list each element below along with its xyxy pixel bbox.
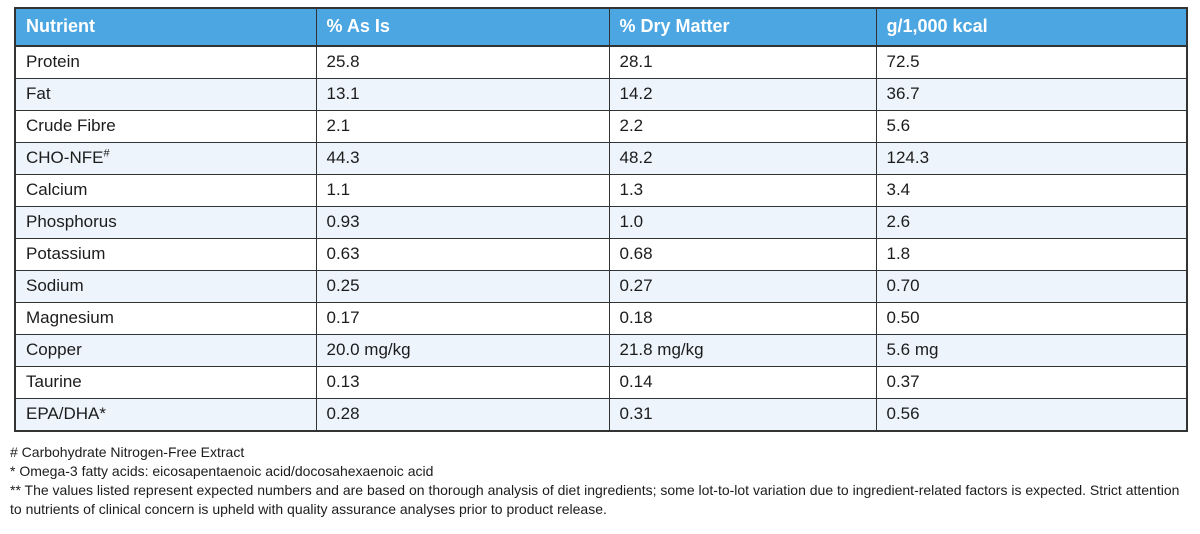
table-row: Taurine 0.13 0.14 0.37 [14, 366, 1188, 399]
table-row: Phosphorus 0.93 1.0 2.6 [14, 206, 1188, 239]
as-is-cell: 0.93 [315, 206, 610, 239]
table-row: Protein 25.8 28.1 72.5 [14, 45, 1188, 79]
g-per-1000-kcal-cell: 0.37 [875, 366, 1188, 399]
nutrient-cell: Crude Fibre [14, 110, 317, 143]
dry-matter-cell: 28.1 [608, 45, 877, 79]
g-per-1000-kcal-cell: 72.5 [875, 45, 1188, 79]
footnote-carbohydrate: # Carbohydrate Nitrogen-Free Extract [10, 444, 245, 460]
g-per-1000-kcal-cell: 0.50 [875, 302, 1188, 335]
as-is-cell: 20.0 mg/kg [315, 334, 610, 367]
nutrient-cell: CHO-NFE# [14, 142, 317, 175]
as-is-cell: 0.17 [315, 302, 610, 335]
table-row: Fat 13.1 14.2 36.7 [14, 78, 1188, 111]
table-row: Copper 20.0 mg/kg 21.8 mg/kg 5.6 mg [14, 334, 1188, 367]
nutrient-label: Taurine [26, 372, 82, 391]
as-is-cell: 0.28 [315, 398, 610, 432]
g-per-1000-kcal-cell: 124.3 [875, 142, 1188, 175]
g-per-1000-kcal-cell: 5.6 [875, 110, 1188, 143]
table-row: Calcium 1.1 1.3 3.4 [14, 174, 1188, 207]
as-is-cell: 0.13 [315, 366, 610, 399]
table-row: Crude Fibre 2.1 2.2 5.6 [14, 110, 1188, 143]
as-is-cell: 13.1 [315, 78, 610, 111]
footnote-marker: # [103, 147, 110, 160]
g-per-1000-kcal-cell: 36.7 [875, 78, 1188, 111]
dry-matter-cell: 14.2 [608, 78, 877, 111]
nutrient-label: Protein [26, 52, 80, 71]
column-header-g-per-1000-kcal: g/1,000 kcal [875, 7, 1188, 47]
as-is-cell: 2.1 [315, 110, 610, 143]
as-is-cell: 1.1 [315, 174, 610, 207]
nutrient-cell: Taurine [14, 366, 317, 399]
dry-matter-cell: 1.0 [608, 206, 877, 239]
nutrient-cell: Phosphorus [14, 206, 317, 239]
dry-matter-cell: 0.68 [608, 238, 877, 271]
g-per-1000-kcal-cell: 5.6 mg [875, 334, 1188, 367]
footnote-expected-values: ** The values listed represent expected … [10, 482, 1180, 517]
nutrient-cell: Sodium [14, 270, 317, 303]
nutrient-label: Calcium [26, 180, 88, 199]
table-row: CHO-NFE# 44.3 48.2 124.3 [14, 142, 1188, 175]
dry-matter-cell: 2.2 [608, 110, 877, 143]
g-per-1000-kcal-cell: 0.70 [875, 270, 1188, 303]
nutrient-label: Fat [26, 84, 51, 103]
column-header-dry-matter: % Dry Matter [608, 7, 877, 47]
nutrient-label: Magnesium [26, 308, 114, 327]
column-header-as-is: % As Is [315, 7, 610, 47]
table-row: Sodium 0.25 0.27 0.70 [14, 270, 1188, 303]
nutrient-label: Sodium [26, 276, 84, 295]
table-row: Magnesium 0.17 0.18 0.50 [14, 302, 1188, 335]
g-per-1000-kcal-cell: 3.4 [875, 174, 1188, 207]
nutrient-cell: EPA/DHA* [14, 398, 317, 432]
nutrient-cell: Copper [14, 334, 317, 367]
g-per-1000-kcal-cell: 2.6 [875, 206, 1188, 239]
table-row: Potassium 0.63 0.68 1.8 [14, 238, 1188, 271]
nutrient-cell: Fat [14, 78, 317, 111]
table-header-row: Nutrient % As Is % Dry Matter g/1,000 kc… [14, 7, 1188, 47]
nutrient-cell: Magnesium [14, 302, 317, 335]
as-is-cell: 0.25 [315, 270, 610, 303]
nutrient-label: EPA/DHA* [26, 404, 106, 423]
dry-matter-cell: 0.27 [608, 270, 877, 303]
dry-matter-cell: 0.31 [608, 398, 877, 432]
dry-matter-cell: 1.3 [608, 174, 877, 207]
footnote-omega3: * Omega-3 fatty acids: eicosapentaenoic … [10, 463, 434, 479]
dry-matter-cell: 0.14 [608, 366, 877, 399]
footnotes-block: # Carbohydrate Nitrogen-Free Extract * O… [10, 443, 1186, 519]
g-per-1000-kcal-cell: 1.8 [875, 238, 1188, 271]
column-header-nutrient: Nutrient [14, 7, 317, 47]
g-per-1000-kcal-cell: 0.56 [875, 398, 1188, 432]
nutrient-label: Phosphorus [26, 212, 117, 231]
dry-matter-cell: 21.8 mg/kg [608, 334, 877, 367]
nutrient-label: CHO-NFE [26, 148, 104, 167]
nutrient-cell: Protein [14, 45, 317, 79]
as-is-cell: 44.3 [315, 142, 610, 175]
dry-matter-cell: 0.18 [608, 302, 877, 335]
as-is-cell: 25.8 [315, 45, 610, 79]
as-is-cell: 0.63 [315, 238, 610, 271]
dry-matter-cell: 48.2 [608, 142, 877, 175]
nutrient-table: Nutrient % As Is % Dry Matter g/1,000 kc… [14, 7, 1188, 432]
nutrient-cell: Potassium [14, 238, 317, 271]
table-row: EPA/DHA* 0.28 0.31 0.56 [14, 398, 1188, 432]
nutrient-label: Potassium [26, 244, 106, 263]
nutrient-label: Copper [26, 340, 82, 359]
nutrient-label: Crude Fibre [26, 116, 116, 135]
nutrient-cell: Calcium [14, 174, 317, 207]
